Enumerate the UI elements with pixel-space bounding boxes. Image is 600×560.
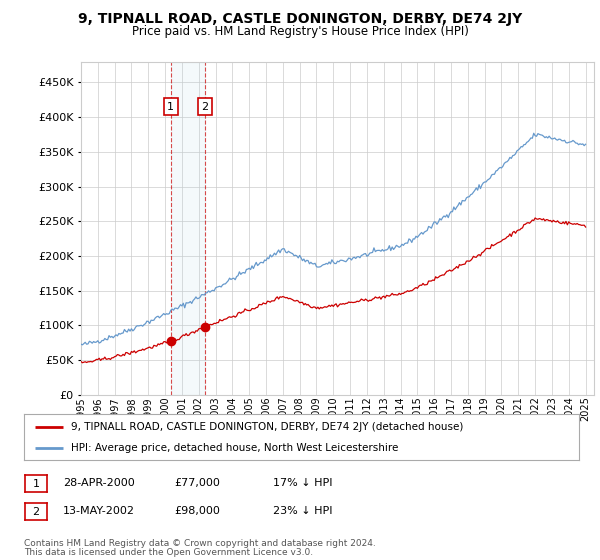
Text: 9, TIPNALL ROAD, CASTLE DONINGTON, DERBY, DE74 2JY: 9, TIPNALL ROAD, CASTLE DONINGTON, DERBY… [78,12,522,26]
Text: 13-MAY-2002: 13-MAY-2002 [63,506,135,516]
Text: 28-APR-2000: 28-APR-2000 [63,478,135,488]
Text: This data is licensed under the Open Government Licence v3.0.: This data is licensed under the Open Gov… [24,548,313,557]
Text: 1: 1 [167,101,174,111]
Text: 2: 2 [32,507,40,517]
Text: Price paid vs. HM Land Registry's House Price Index (HPI): Price paid vs. HM Land Registry's House … [131,25,469,38]
Text: 23% ↓ HPI: 23% ↓ HPI [273,506,332,516]
Text: £98,000: £98,000 [174,506,220,516]
Text: 1: 1 [32,479,40,489]
Text: HPI: Average price, detached house, North West Leicestershire: HPI: Average price, detached house, Nort… [71,443,398,453]
Text: 17% ↓ HPI: 17% ↓ HPI [273,478,332,488]
Text: 2: 2 [202,101,209,111]
Bar [170,62,205,395]
Text: Contains HM Land Registry data © Crown copyright and database right 2024.: Contains HM Land Registry data © Crown c… [24,539,376,548]
Text: 9, TIPNALL ROAD, CASTLE DONINGTON, DERBY, DE74 2JY (detached house): 9, TIPNALL ROAD, CASTLE DONINGTON, DERBY… [71,422,464,432]
Text: £77,000: £77,000 [174,478,220,488]
